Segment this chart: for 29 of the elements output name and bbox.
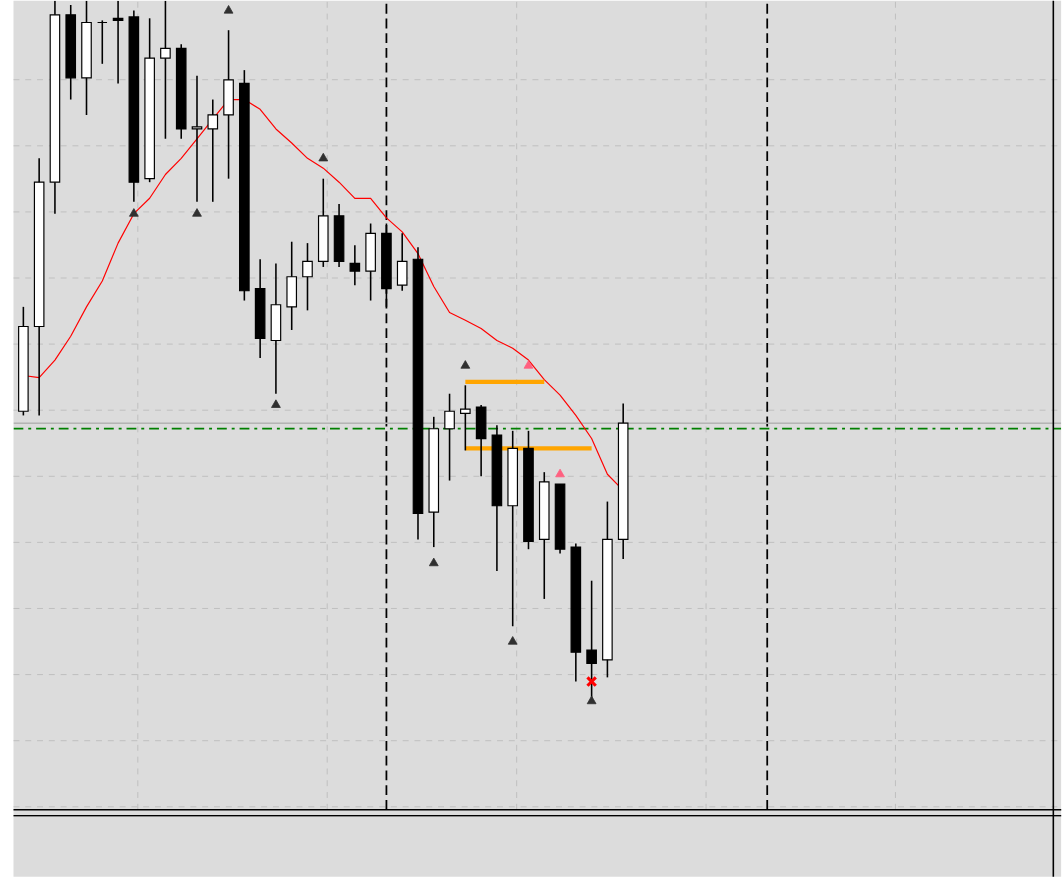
candlestick: [586, 580, 597, 703]
candlestick: [96, 19, 108, 65]
candlestick: [365, 222, 376, 302]
point: [507, 636, 518, 645]
point: [318, 153, 329, 162]
candlestick: [349, 244, 361, 287]
candlestick: [223, 29, 234, 180]
candlestick: [460, 384, 471, 452]
point: [586, 695, 597, 705]
candlestick: [270, 262, 282, 395]
candlestick: [207, 98, 219, 203]
point: [129, 208, 139, 217]
point: [460, 360, 471, 369]
candlestick: [396, 232, 408, 292]
point: [192, 208, 202, 217]
point: [523, 360, 534, 369]
point: [223, 5, 234, 14]
candlestick: [444, 393, 455, 482]
point: [585, 676, 598, 688]
candlestick: [475, 404, 487, 478]
point: [555, 468, 565, 478]
candlestick: [317, 178, 329, 268]
point: [428, 557, 439, 567]
point: [271, 399, 281, 409]
candlestick: [302, 242, 313, 312]
candlestick: [333, 203, 345, 268]
candlestick: [191, 75, 203, 203]
candlestick: [286, 241, 298, 331]
candlestick: [160, 0, 171, 140]
